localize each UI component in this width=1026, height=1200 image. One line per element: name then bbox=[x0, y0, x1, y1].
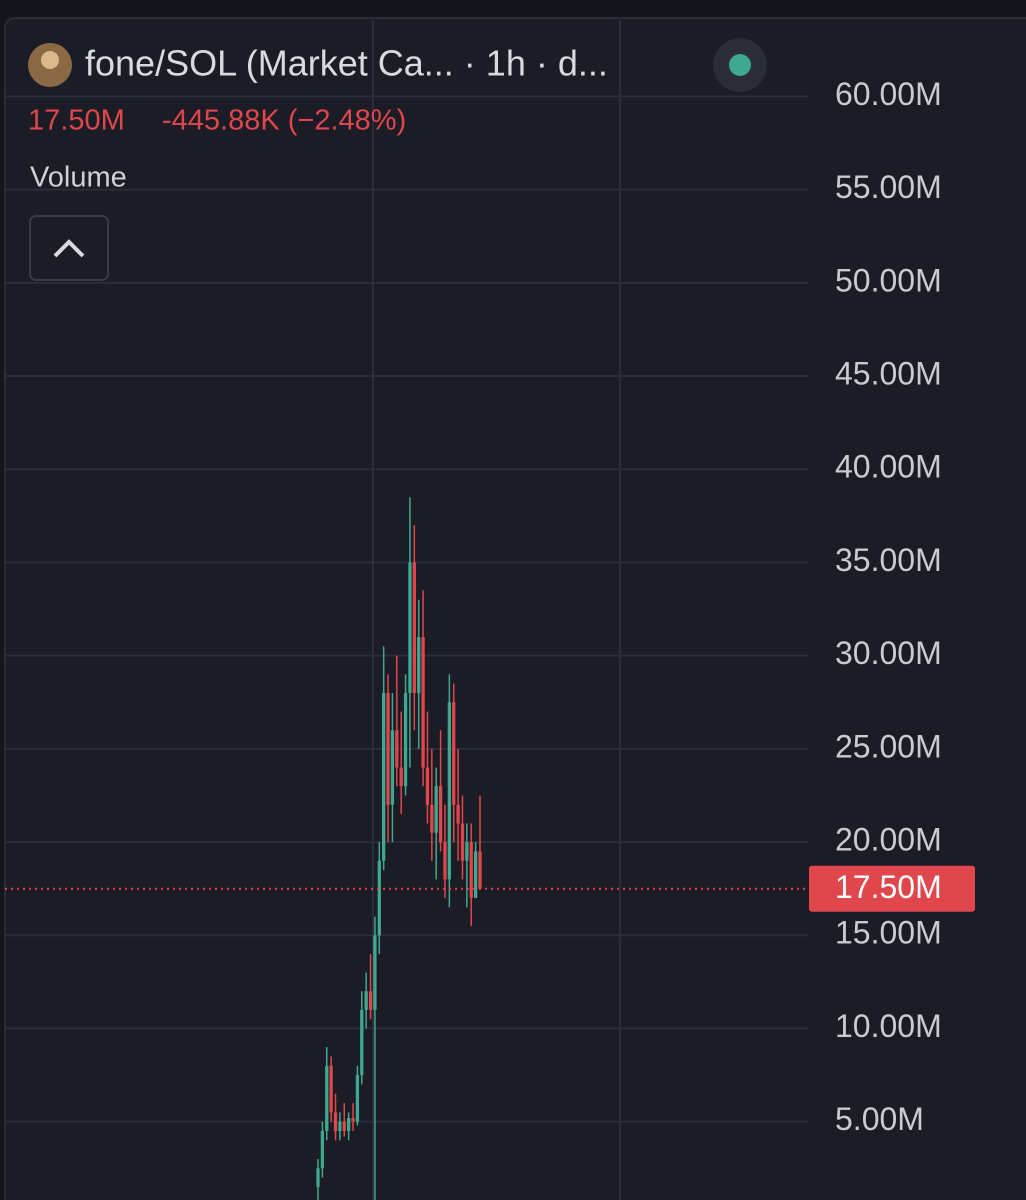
price: 17.50M bbox=[28, 105, 125, 137]
candle-body bbox=[417, 637, 421, 693]
y-tick-label: 25.00M bbox=[835, 728, 942, 764]
candle-body bbox=[351, 1117, 355, 1122]
grid bbox=[5, 95, 808, 1123]
last-price-label: 17.50M bbox=[835, 869, 942, 905]
y-tick-label: 45.00M bbox=[835, 356, 942, 392]
status-dot bbox=[729, 54, 751, 76]
candle-body bbox=[460, 823, 465, 861]
last-price-badge bbox=[809, 865, 975, 912]
candle-body bbox=[338, 1121, 342, 1132]
candle-body bbox=[452, 702, 456, 805]
y-tick-label: 40.00M bbox=[835, 449, 942, 485]
candles bbox=[316, 497, 482, 1200]
candle-body bbox=[382, 692, 386, 861]
candle-body bbox=[342, 1121, 346, 1132]
y-tick-label: 50.00M bbox=[835, 262, 942, 298]
candle-body bbox=[408, 562, 412, 693]
candle-body bbox=[399, 767, 403, 787]
candle-body bbox=[443, 842, 447, 880]
candle-body bbox=[438, 786, 443, 843]
price-change: -445.88K (−2.48%) bbox=[162, 105, 406, 137]
candle-body bbox=[478, 851, 482, 889]
candle-body bbox=[373, 935, 377, 1010]
candle-body bbox=[473, 851, 478, 899]
candle-body bbox=[421, 637, 425, 768]
collapse-button[interactable] bbox=[29, 215, 109, 281]
chart-panel bbox=[4, 17, 1026, 1200]
chart-title: fone/SOL (Market Ca... · 1h · d... bbox=[85, 43, 608, 84]
candle-body bbox=[386, 692, 390, 805]
y-tick-label: 35.00M bbox=[835, 542, 942, 578]
candle-body bbox=[425, 767, 430, 805]
chevron-up bbox=[53, 239, 85, 258]
candle-body bbox=[412, 562, 416, 693]
candle-body bbox=[403, 692, 408, 787]
y-tick-label: 15.00M bbox=[835, 915, 942, 951]
candle-body bbox=[364, 991, 368, 1010]
y-tick-label: 10.00M bbox=[835, 1008, 942, 1044]
y-tick-label: 30.00M bbox=[835, 635, 942, 671]
candle-body bbox=[320, 1131, 325, 1169]
candle-body bbox=[430, 804, 434, 833]
candle-body bbox=[377, 860, 381, 936]
candle-body bbox=[456, 804, 460, 824]
candle-body bbox=[347, 1117, 351, 1132]
candle-body bbox=[368, 991, 373, 1010]
candle-body bbox=[465, 842, 469, 861]
candle-body bbox=[390, 730, 395, 805]
candle-body bbox=[469, 842, 473, 899]
candle-body bbox=[355, 1075, 360, 1122]
candle-body bbox=[447, 702, 451, 880]
candle-body bbox=[333, 1112, 338, 1132]
indicator-label: Volume bbox=[30, 162, 127, 194]
candle-body bbox=[360, 1009, 364, 1076]
token-icon-face bbox=[41, 51, 59, 69]
y-tick-label: 20.00M bbox=[835, 822, 942, 858]
candle-body bbox=[325, 1065, 329, 1132]
y-tick-label: 60.00M bbox=[835, 76, 942, 112]
y-tick-label: 55.00M bbox=[835, 169, 942, 205]
candle-body bbox=[329, 1065, 333, 1113]
y-tick-label: 5.00M bbox=[835, 1101, 924, 1137]
candle-body bbox=[395, 730, 399, 768]
price-axis: 5.00M 10.00M 15.00M 20.00M 25.00M 30.00M 35.00… bbox=[5, 76, 975, 1137]
candle-body bbox=[316, 1168, 320, 1187]
candle-body bbox=[434, 786, 438, 833]
